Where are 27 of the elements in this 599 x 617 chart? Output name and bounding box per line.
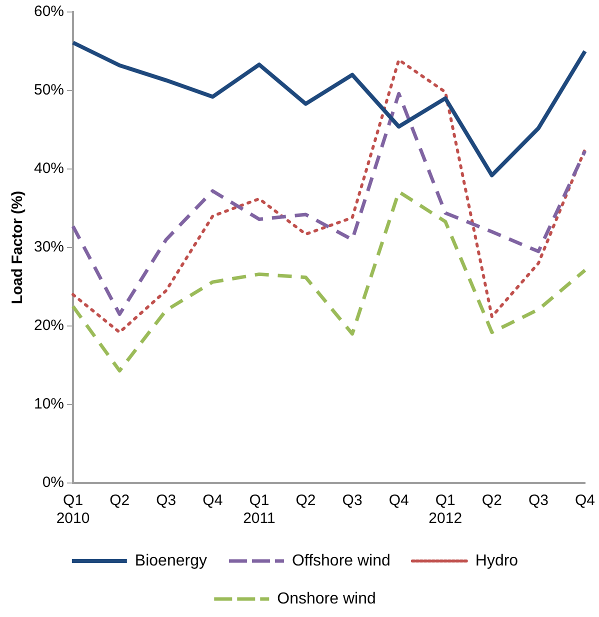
x-tick-label: Q1 2010 bbox=[56, 492, 90, 528]
x-tick-label: Q3 bbox=[342, 492, 362, 510]
legend-label: Offshore wind bbox=[292, 552, 390, 570]
y-tick-label: 40% bbox=[34, 160, 64, 178]
y-tick-label: 60% bbox=[34, 3, 64, 20]
y-axis-title: Load Factor (%) bbox=[9, 190, 26, 304]
line-series bbox=[71, 92, 587, 316]
x-tick-label: Q2 bbox=[110, 492, 130, 510]
y-tick-label: 30% bbox=[34, 238, 64, 256]
line-series bbox=[72, 58, 586, 334]
x-tick-label: Q3 bbox=[528, 492, 548, 510]
x-tick-label: Q1 2011 bbox=[243, 492, 276, 528]
x-tick-label: Q4 bbox=[202, 492, 223, 510]
legend-label: Bioenergy bbox=[134, 552, 207, 570]
x-tick-label: Q2 bbox=[482, 492, 502, 510]
y-tick-label: 20% bbox=[34, 317, 64, 334]
legend-label: Onshore wind bbox=[277, 590, 376, 608]
line-series bbox=[71, 190, 587, 372]
x-tick-label: Q3 bbox=[156, 492, 176, 510]
legend-label: Hydro bbox=[475, 552, 518, 570]
x-tick-label: Q2 bbox=[296, 492, 316, 510]
y-tick-label: 10% bbox=[34, 396, 64, 413]
y-tick-label: 0% bbox=[42, 474, 64, 492]
x-tick-label: Q4 bbox=[388, 492, 409, 510]
y-tick-label: 50% bbox=[34, 82, 64, 99]
x-tick-label: Q4 bbox=[574, 492, 596, 510]
x-tick-label: Q1 2012 bbox=[428, 492, 462, 528]
